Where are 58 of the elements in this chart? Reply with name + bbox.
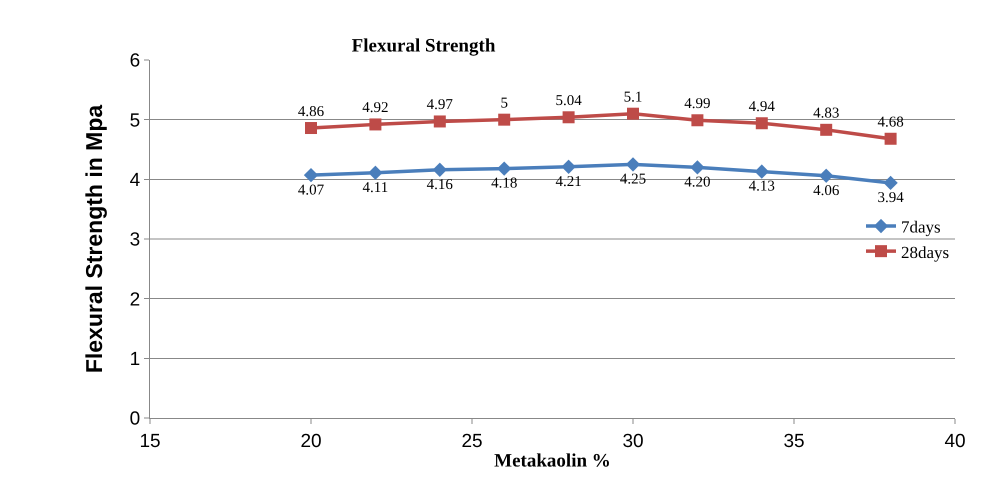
y-tick-label: 4 <box>130 170 141 191</box>
y-tick-label: 6 <box>130 50 140 72</box>
data-label: 4.68 <box>877 114 904 131</box>
data-label: 4.18 <box>491 176 518 192</box>
data-label: 3.94 <box>877 190 904 206</box>
point <box>883 176 898 190</box>
y-tick-label: 5 <box>130 110 140 132</box>
point <box>884 132 897 145</box>
y-tick-label: 2 <box>130 289 140 310</box>
data-label: 4.11 <box>362 180 388 196</box>
x-tick-label: 30 <box>622 430 644 452</box>
data-label: 4.94 <box>748 99 776 115</box>
legend-label: 7days <box>901 218 941 237</box>
x-tick-label: 40 <box>944 430 966 452</box>
y-tick-label: 0 <box>130 408 140 430</box>
point <box>562 111 575 124</box>
point <box>691 114 704 126</box>
data-label: 5.1 <box>624 89 642 106</box>
data-label: 4.92 <box>362 100 389 116</box>
point <box>756 117 768 130</box>
point <box>561 160 576 174</box>
point <box>626 157 640 172</box>
x-tick-label: 25 <box>461 430 483 452</box>
data-label: 5.04 <box>555 93 582 110</box>
point <box>369 118 382 130</box>
x-axis-title: Metakaolin % <box>494 450 611 472</box>
y-tick-label: 3 <box>130 230 140 251</box>
data-label: 4.99 <box>684 96 711 112</box>
data-label: 5 <box>500 95 508 112</box>
data-label: 4.16 <box>426 176 454 193</box>
data-label: 4.13 <box>748 178 775 195</box>
data-label: 4.86 <box>298 104 325 120</box>
x-tick-label: 20 <box>300 430 322 452</box>
point <box>754 164 769 179</box>
data-label: 4.25 <box>620 172 646 188</box>
x-tick-label: 35 <box>783 430 805 452</box>
x-tick-label: 15 <box>139 430 161 452</box>
legend-label: 28days <box>901 242 950 262</box>
point <box>368 166 383 180</box>
point <box>497 161 512 176</box>
point <box>690 160 705 175</box>
point <box>819 168 834 183</box>
data-label: 4.83 <box>813 106 840 122</box>
point <box>627 108 639 120</box>
point <box>820 124 832 136</box>
point <box>305 122 317 134</box>
y-axis-title: Flexural Strength in Mpa <box>81 104 108 374</box>
data-label: 4.06 <box>813 182 840 199</box>
point <box>432 162 447 177</box>
point <box>498 114 510 126</box>
point <box>434 115 446 128</box>
y-tick-label: 1 <box>130 348 140 370</box>
data-label: 4.97 <box>426 97 454 114</box>
point <box>304 168 318 182</box>
data-label: 4.07 <box>298 182 325 198</box>
chart-title: Flexural Strength <box>352 36 496 57</box>
data-label: 4.21 <box>555 174 582 190</box>
data-label: 4.20 <box>684 174 711 191</box>
